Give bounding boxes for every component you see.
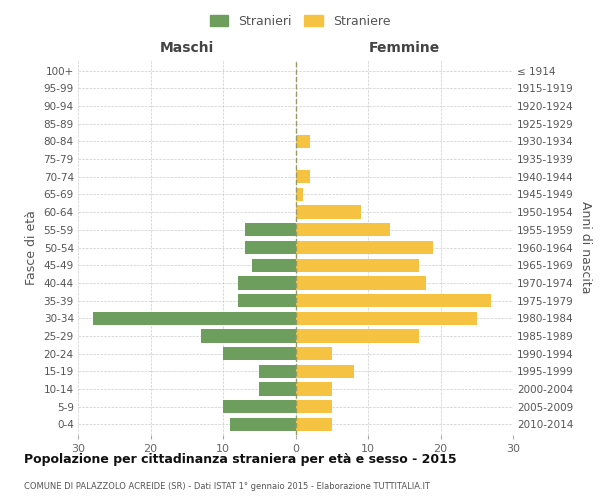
Bar [296, 294, 491, 307]
Bar [238, 276, 296, 289]
Bar [252, 258, 296, 272]
Text: Femmine: Femmine [368, 40, 440, 54]
Bar [245, 241, 296, 254]
Bar [296, 206, 361, 219]
Bar [223, 347, 296, 360]
Bar [296, 188, 303, 201]
Text: Popolazione per cittadinanza straniera per età e sesso - 2015: Popolazione per cittadinanza straniera p… [24, 452, 457, 466]
Bar [230, 418, 296, 431]
Bar [92, 312, 296, 325]
Bar [296, 347, 332, 360]
Bar [296, 223, 390, 236]
Bar [201, 330, 296, 342]
Bar [296, 312, 477, 325]
Bar [259, 382, 296, 396]
Bar [296, 134, 310, 148]
Bar [296, 170, 310, 183]
Bar [296, 400, 332, 413]
Bar [296, 382, 332, 396]
Bar [296, 276, 426, 289]
Bar [296, 330, 419, 342]
Bar [296, 364, 353, 378]
Bar [223, 400, 296, 413]
Bar [259, 364, 296, 378]
Bar [296, 258, 419, 272]
Text: COMUNE DI PALAZZOLO ACREIDE (SR) - Dati ISTAT 1° gennaio 2015 - Elaborazione TUT: COMUNE DI PALAZZOLO ACREIDE (SR) - Dati … [24, 482, 430, 491]
Bar [296, 418, 332, 431]
Bar [238, 294, 296, 307]
Legend: Stranieri, Straniere: Stranieri, Straniere [206, 11, 394, 32]
Bar [296, 241, 433, 254]
Text: Maschi: Maschi [160, 40, 214, 54]
Y-axis label: Anni di nascita: Anni di nascita [580, 201, 592, 294]
Y-axis label: Fasce di età: Fasce di età [25, 210, 38, 285]
Bar [245, 223, 296, 236]
